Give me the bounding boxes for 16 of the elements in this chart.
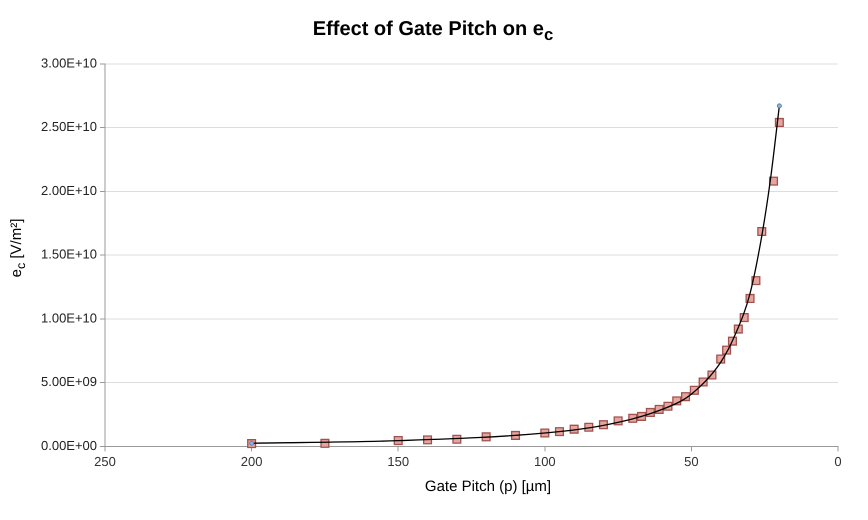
y-tick-label: 1.00E+10 [40,310,98,326]
x-tick-label: 0 [834,454,842,469]
x-axis-title: Gate Pitch (p) [µm] [424,478,552,495]
point [776,103,782,108]
y-tick-label: 2.00E+10 [40,182,98,198]
y-tick-label: 5.00E+09 [40,374,98,390]
x-tick-label: 50 [684,454,699,469]
x-tick-label: 200 [240,454,262,469]
x-tick-label: 150 [387,454,410,469]
chart-title: Effect of Gate Pitch on e$_{c}$ [312,18,554,45]
y-tick-label: 1.50E+10 [40,246,98,262]
y-tick-label: 3.00E+10 [40,55,98,70]
x-tick-label: 250 [94,454,116,469]
y-tick-label: 2.50E+10 [40,119,98,134]
y-tick-label: 0.00E+00 [40,438,98,453]
x-tick-label: 100 [534,454,556,469]
